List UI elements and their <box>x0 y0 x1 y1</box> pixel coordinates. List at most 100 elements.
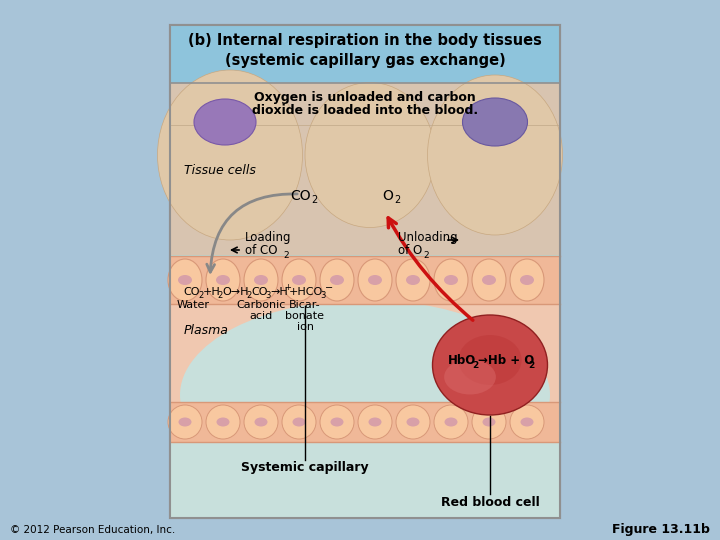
Text: Figure 13.11b: Figure 13.11b <box>612 523 710 537</box>
Bar <box>170 255 560 290</box>
Bar <box>170 402 560 442</box>
Bar <box>170 25 560 83</box>
Ellipse shape <box>330 275 344 285</box>
Text: 2: 2 <box>423 251 428 260</box>
Ellipse shape <box>330 417 343 427</box>
Ellipse shape <box>407 417 420 427</box>
Ellipse shape <box>254 417 268 427</box>
Ellipse shape <box>282 405 316 439</box>
Ellipse shape <box>206 405 240 439</box>
Ellipse shape <box>472 405 506 439</box>
Text: 2: 2 <box>472 361 478 369</box>
Ellipse shape <box>510 259 544 301</box>
Ellipse shape <box>194 99 256 145</box>
Text: acid: acid <box>249 311 273 321</box>
Text: Unloading: Unloading <box>398 232 458 245</box>
Bar <box>170 125 560 255</box>
Text: +: + <box>284 284 291 293</box>
Ellipse shape <box>472 259 506 301</box>
Text: Systemic capillary: Systemic capillary <box>241 462 369 475</box>
Text: (systemic capillary gas exchange): (systemic capillary gas exchange) <box>225 53 505 69</box>
Ellipse shape <box>292 417 305 427</box>
Ellipse shape <box>158 70 302 240</box>
Ellipse shape <box>520 275 534 285</box>
Ellipse shape <box>444 417 457 427</box>
Bar <box>170 83 560 125</box>
Ellipse shape <box>459 335 521 385</box>
Text: 3: 3 <box>320 292 325 300</box>
Ellipse shape <box>292 275 306 285</box>
Text: 2: 2 <box>246 292 251 300</box>
Text: of O: of O <box>398 245 422 258</box>
Text: O: O <box>382 189 393 203</box>
Text: Loading: Loading <box>245 232 292 245</box>
Ellipse shape <box>510 405 544 439</box>
Ellipse shape <box>179 417 192 427</box>
Text: 2: 2 <box>311 195 318 205</box>
Text: (b) Internal respiration in the body tissues: (b) Internal respiration in the body tis… <box>188 33 542 49</box>
Ellipse shape <box>444 360 496 395</box>
Ellipse shape <box>244 259 278 301</box>
Ellipse shape <box>358 259 392 301</box>
Text: −: − <box>325 283 333 293</box>
Ellipse shape <box>521 417 534 427</box>
Text: 2: 2 <box>283 251 289 260</box>
Ellipse shape <box>369 417 382 427</box>
Ellipse shape <box>320 405 354 439</box>
Ellipse shape <box>462 98 528 146</box>
Text: Bicar-: Bicar- <box>289 300 321 310</box>
Ellipse shape <box>168 405 202 439</box>
Ellipse shape <box>396 259 430 301</box>
Text: of CO: of CO <box>245 245 277 258</box>
Text: Red blood cell: Red blood cell <box>441 496 539 509</box>
Text: CO: CO <box>290 189 310 203</box>
Ellipse shape <box>434 259 468 301</box>
Ellipse shape <box>206 259 240 301</box>
Ellipse shape <box>396 405 430 439</box>
Ellipse shape <box>282 259 316 301</box>
Ellipse shape <box>406 275 420 285</box>
Text: 2: 2 <box>198 292 203 300</box>
Text: 2: 2 <box>528 361 534 369</box>
Ellipse shape <box>433 315 547 415</box>
Ellipse shape <box>368 275 382 285</box>
Ellipse shape <box>482 417 495 427</box>
Text: 2: 2 <box>217 292 222 300</box>
Text: 3: 3 <box>265 292 271 300</box>
Ellipse shape <box>320 259 354 301</box>
Text: dioxide is loaded into the blood.: dioxide is loaded into the blood. <box>252 105 478 118</box>
Ellipse shape <box>180 300 550 490</box>
Bar <box>170 25 560 518</box>
Ellipse shape <box>217 417 230 427</box>
Bar <box>170 304 560 518</box>
Text: CO: CO <box>251 287 268 297</box>
Bar <box>170 256 560 304</box>
Text: O→H: O→H <box>222 287 248 297</box>
Text: ion: ion <box>297 322 313 332</box>
Ellipse shape <box>254 275 268 285</box>
Text: +HCO: +HCO <box>289 287 323 297</box>
Bar <box>170 25 560 518</box>
Text: Water: Water <box>176 300 210 310</box>
Ellipse shape <box>305 83 435 227</box>
Text: Carbonic: Carbonic <box>236 300 286 310</box>
Ellipse shape <box>482 275 496 285</box>
Ellipse shape <box>358 405 392 439</box>
Ellipse shape <box>428 75 562 235</box>
Text: © 2012 Pearson Education, Inc.: © 2012 Pearson Education, Inc. <box>10 525 175 535</box>
Bar <box>170 442 560 518</box>
Text: +H: +H <box>203 287 221 297</box>
Text: CO: CO <box>183 287 199 297</box>
Ellipse shape <box>444 275 458 285</box>
Ellipse shape <box>216 275 230 285</box>
Text: bonate: bonate <box>286 311 325 321</box>
Text: Tissue cells: Tissue cells <box>184 164 256 177</box>
Text: →H: →H <box>270 287 288 297</box>
Ellipse shape <box>434 405 468 439</box>
Text: HbO: HbO <box>448 354 476 368</box>
Text: Plasma: Plasma <box>184 323 229 336</box>
Text: →Hb + O: →Hb + O <box>478 354 534 368</box>
Ellipse shape <box>178 275 192 285</box>
Text: 2: 2 <box>394 195 400 205</box>
Ellipse shape <box>244 405 278 439</box>
